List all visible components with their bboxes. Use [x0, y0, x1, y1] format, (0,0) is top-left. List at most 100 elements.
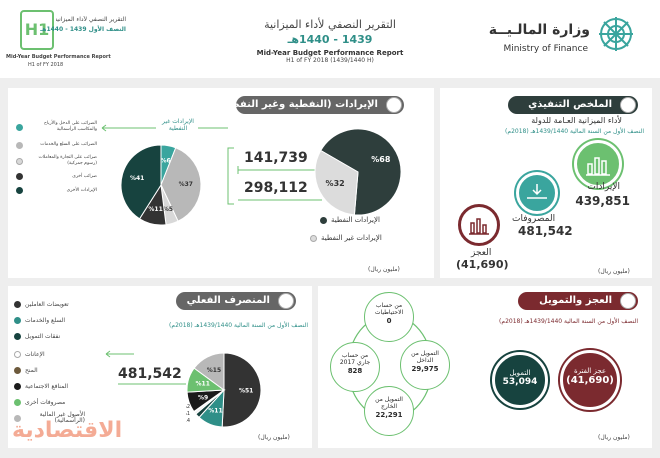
- external-financing-label: التمويل من الخارج: [375, 396, 403, 410]
- legend-label: تعويضات العاملين: [25, 300, 69, 308]
- expenses-value: 481,542: [518, 224, 573, 238]
- legend-dot-icon: [14, 414, 21, 422]
- pie-small-slice-label: %1: [186, 411, 190, 417]
- legend-dot-icon: [14, 350, 21, 358]
- h1-logo-title-en: Mid-Year Budget Performance Report: [6, 54, 111, 60]
- revenue-legend-item: الضرائب على الدخل والأرباح والمكاسب الرأ…: [16, 120, 100, 134]
- legend-dot-icon: [14, 398, 21, 406]
- report-title-ar: التقرير النصفي لأداء الميزانية: [264, 18, 396, 31]
- revenues-title: الإيرادات (النفطية وغير النفطية): [215, 99, 378, 110]
- revenues-unit: (مليون ريال): [368, 266, 400, 273]
- ministry-emblem-icon: [596, 14, 636, 54]
- h1-logo-sub-ar: النصف الأول 1439 - 1440هـ: [40, 26, 126, 33]
- deficit-bars-icon: [469, 218, 489, 235]
- expenditure-pie: %51%11%9%11%15%2%1%0.4: [186, 352, 262, 428]
- period-deficit-label: عجز الفترة: [573, 367, 607, 375]
- deficit-label: العجز: [471, 248, 492, 258]
- oil-revenue-value: 141,739: [244, 150, 308, 166]
- expenditure-period: النصف الأول من السنة المالية 1439/1440هـ…: [169, 322, 308, 329]
- revenues-bars-icon: [586, 157, 610, 176]
- h1-logo-mark-icon: H1: [20, 10, 54, 50]
- financing-unit: (مليون ريال): [598, 434, 630, 441]
- revenue-legend-item: الإيرادات الأخرى: [16, 184, 100, 196]
- legend-dot-icon: [14, 382, 21, 390]
- ministry-name-en: Ministry of Finance: [503, 44, 588, 54]
- summary-unit: (مليون ريال): [598, 268, 630, 275]
- deficit-value: (41,690): [456, 258, 509, 271]
- report-title-en: Mid-Year Budget Performance Report: [256, 49, 404, 57]
- revenue-legend-item: الضرائب على السلع والخدمات: [16, 138, 100, 152]
- value-bracket-left: [227, 147, 234, 205]
- pie-slice-label: %32: [326, 179, 345, 188]
- legend-label: ضرائب أخرى: [72, 173, 97, 179]
- pie-slice-label: %11: [196, 381, 210, 388]
- nonoil-value-underline: [238, 199, 322, 201]
- current-account-label: من حساب جاري 2017: [339, 352, 371, 366]
- nonoil-revenue-legend: الإيرادات غير النفطية: [310, 232, 404, 244]
- pie-small-slice-label: %2: [186, 404, 190, 410]
- expenditure-card: [8, 286, 312, 448]
- external-financing-value: 22,291: [375, 411, 403, 419]
- pie-slice: [314, 149, 359, 216]
- pie-slice: [120, 144, 162, 220]
- oil-revenue-legend: الإيرادات النفطية: [320, 214, 404, 226]
- legend-dot-icon: [16, 186, 23, 194]
- legend-label: المنافع الاجتماعية: [25, 382, 69, 390]
- expenditure-unit: (مليون ريال): [258, 434, 290, 441]
- pie-slice-label: %37: [179, 181, 193, 188]
- legend-dot-icon: [14, 332, 21, 340]
- expenses-down-icon: [527, 184, 547, 199]
- pie-slice-label: %9: [198, 394, 208, 401]
- revenues-label: الإيرادات: [587, 182, 620, 192]
- legend-dot-icon: [310, 234, 317, 242]
- reserves-node: من حساب الاحتياطيات 0: [364, 292, 414, 342]
- domestic-financing-label: التمويل من الداخل: [411, 350, 439, 364]
- legend-dot-icon: [14, 366, 21, 374]
- revenue-breakdown-pie: %6 %37 %5%11 %41: [120, 144, 202, 226]
- breakdown-arrow-icon: [101, 124, 228, 132]
- revenues-title-icon: [386, 97, 402, 113]
- expenditure-bracket: [105, 350, 186, 385]
- pie-slice-label: %51: [239, 388, 253, 395]
- reserves-label: من حساب الاحتياطيات: [374, 302, 404, 316]
- period-deficit-circle: عجز الفترة (41,690): [560, 350, 620, 410]
- revenues-value: 439,851: [575, 194, 630, 208]
- h1-logo-title-ar: التقرير النصفي لأداء الميزانية: [56, 16, 126, 23]
- total-financing-label: التمويل: [509, 369, 531, 377]
- total-financing-value: 53,094: [502, 377, 538, 387]
- h1-logo: H1 التقرير النصفي لأداء الميزانية النصف …: [6, 8, 126, 68]
- expenditure-title-icon: [278, 293, 294, 309]
- pie-slice: [320, 128, 402, 216]
- report-sub-en: H1 of FY 2018 (1439/1440 H): [286, 57, 374, 64]
- financing-title-pill: العجز والتمويل: [518, 292, 638, 310]
- nonoil-revenue-value: 298,112: [244, 180, 308, 196]
- current-account-value: 828: [347, 367, 363, 375]
- expenditure-legend-item: الأصول غير المالية (الرأسمالية): [14, 410, 104, 426]
- legend-label: الإعانات: [25, 350, 45, 358]
- summary-title: الملخص التنفيذي: [528, 99, 612, 110]
- h1-logo-sub-en: H1 of FY 2018: [28, 62, 64, 68]
- revenue-legend-item: ضرائب على التجارة والمعاملات (رسوم جمركي…: [16, 154, 100, 168]
- revenues-circle: [574, 140, 622, 188]
- expenditure-legend-item: السلع والخدمات: [14, 314, 104, 326]
- summary-chart-icon: [620, 97, 636, 113]
- expenditure-legend-item: المنافع الاجتماعية: [14, 380, 104, 392]
- expenses-circle: [516, 172, 558, 214]
- financing-title: العجز والتمويل: [539, 295, 612, 306]
- watermark: الاقتصادية: [12, 418, 123, 443]
- pie-slice-label: %15: [207, 367, 221, 374]
- expenditure-legend-item: الإعانات: [14, 348, 104, 360]
- oil-revenue-label: الإيرادات النفطية: [331, 216, 380, 224]
- legend-label: المنح: [25, 366, 38, 374]
- current-account-node: من حساب جاري 2017 828: [330, 342, 380, 392]
- domestic-financing-value: 29,975: [411, 365, 439, 373]
- pie-small-slice-label: %0.4: [186, 418, 190, 424]
- summary-period: النصف الأول من السنة المالية 1439/1440هـ…: [505, 128, 644, 135]
- legend-dot-icon: [320, 216, 327, 224]
- legend-label: ضرائب على التجارة والمعاملات (رسوم جمركي…: [38, 155, 98, 166]
- pie-slice-label: %68: [371, 155, 391, 164]
- expenses-label: المصروفات: [512, 214, 556, 224]
- financing-title-icon: [620, 293, 636, 309]
- expenditure-title: المنصرف الفعلي: [186, 295, 270, 306]
- report-years-ar: 1439 - 1440هـ: [287, 33, 373, 46]
